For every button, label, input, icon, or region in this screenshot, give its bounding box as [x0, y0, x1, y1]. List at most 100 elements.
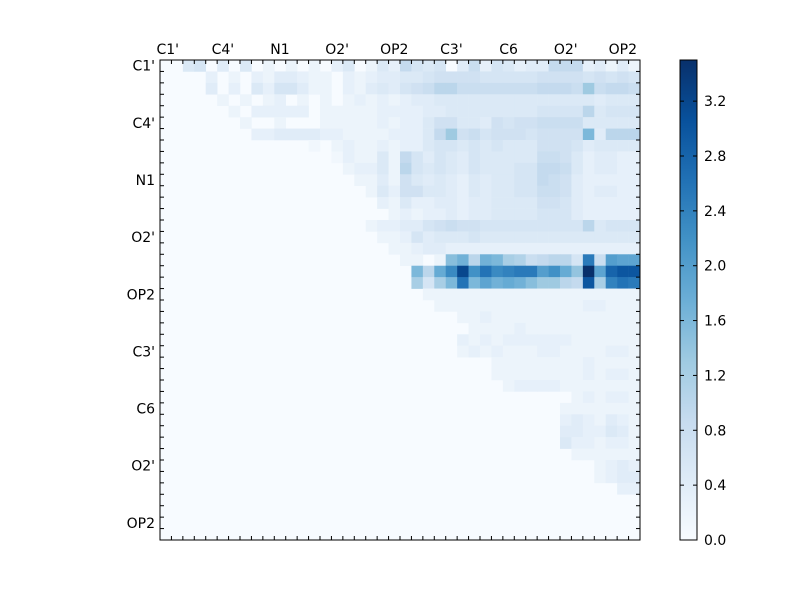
heatmap-cell	[594, 380, 607, 392]
heatmap-cell	[525, 162, 538, 175]
heatmap-cell	[617, 482, 629, 495]
y-tick-label: C6	[136, 402, 155, 418]
heatmap-cell	[365, 162, 378, 175]
heatmap-cell	[434, 174, 447, 187]
heatmap-cell	[457, 254, 469, 267]
heatmap-cell	[514, 128, 527, 141]
heatmap-cell	[594, 162, 607, 175]
heatmap-cell	[468, 82, 481, 95]
heatmap-cell	[422, 94, 435, 107]
heatmap-cell	[491, 197, 504, 209]
heatmap-cell	[502, 151, 515, 164]
heatmap-cell	[434, 117, 447, 129]
heatmap-cell	[605, 208, 618, 221]
heatmap-cell	[445, 128, 458, 141]
heatmap-cell	[594, 334, 607, 347]
heatmap-cell	[491, 94, 504, 107]
heatmap-cell	[491, 162, 504, 175]
heatmap-cell	[480, 265, 492, 278]
heatmap-cell	[594, 71, 607, 84]
heatmap-cell	[594, 288, 607, 301]
heatmap-cell	[354, 105, 367, 118]
heatmap-cell	[571, 345, 584, 358]
heatmap-cell	[594, 220, 607, 232]
heatmap-cell	[491, 220, 504, 232]
heatmap-cell	[468, 151, 481, 164]
heatmap-cell	[400, 60, 412, 72]
heatmap-cell	[560, 105, 572, 118]
heatmap-cell	[571, 425, 584, 438]
heatmap-cell	[594, 425, 607, 438]
heatmap-cell	[457, 71, 469, 84]
heatmap-cell	[537, 254, 549, 267]
heatmap-cell	[571, 322, 584, 335]
heatmap-cells	[182, 60, 641, 495]
heatmap-cell	[285, 128, 298, 141]
heatmap-cell	[502, 174, 515, 187]
heatmap-cell	[480, 231, 492, 244]
heatmap-cell	[422, 151, 435, 164]
heatmap-cell	[548, 300, 561, 312]
heatmap-cell	[468, 242, 481, 255]
heatmap-cell	[480, 60, 492, 72]
heatmap-cell	[514, 311, 527, 324]
heatmap-cell	[582, 71, 595, 84]
heatmap-cell	[628, 311, 641, 324]
heatmap-cell	[605, 471, 618, 484]
heatmap-cell	[628, 357, 641, 369]
heatmap-cell	[502, 94, 515, 107]
heatmap-cell	[274, 71, 287, 84]
heatmap-cell	[468, 185, 481, 198]
heatmap-cell	[514, 174, 527, 187]
heatmap-cell	[537, 220, 549, 232]
heatmap-cell	[411, 265, 424, 278]
heatmap-cell	[560, 82, 572, 95]
heatmap-cell	[594, 471, 607, 484]
heatmap-cell	[468, 311, 481, 324]
heatmap-cell	[400, 220, 412, 232]
heatmap-cell	[240, 117, 252, 129]
colorbar-tick-label: 2.4	[704, 204, 726, 220]
heatmap-cell	[617, 311, 629, 324]
heatmap-cell	[537, 311, 549, 324]
heatmap-cell	[525, 277, 538, 289]
heatmap-cell	[525, 311, 538, 324]
heatmap-cell	[537, 94, 549, 107]
heatmap-cell	[491, 300, 504, 312]
heatmap-cell	[548, 311, 561, 324]
heatmap-cell	[480, 334, 492, 347]
heatmap-cell	[628, 185, 641, 198]
heatmap-cell	[548, 322, 561, 335]
heatmap-cell	[422, 288, 435, 301]
heatmap-cell	[594, 185, 607, 198]
heatmap-cell	[400, 174, 412, 187]
heatmap-cell	[491, 277, 504, 289]
heatmap-cell	[491, 71, 504, 84]
heatmap-cell	[571, 162, 584, 175]
heatmap-cell	[548, 265, 561, 278]
heatmap-cell	[457, 60, 469, 72]
heatmap-cell	[514, 265, 527, 278]
heatmap-cell	[468, 60, 481, 72]
heatmap-cell	[388, 94, 401, 107]
heatmap-cell	[537, 185, 549, 198]
heatmap-cell	[354, 117, 367, 129]
heatmap-cell	[502, 82, 515, 95]
heatmap-cell	[422, 174, 435, 187]
heatmap-cell	[445, 94, 458, 107]
heatmap-cell	[457, 311, 469, 324]
heatmap-cell	[617, 151, 629, 164]
heatmap-cell	[525, 140, 538, 152]
heatmap-cell	[502, 380, 515, 392]
heatmap-cell	[514, 197, 527, 209]
heatmap-cell	[537, 334, 549, 347]
heatmap-cell	[457, 151, 469, 164]
heatmap-cell	[594, 140, 607, 152]
heatmap-cell	[537, 197, 549, 209]
colorbar-tick-label: 0.8	[704, 423, 726, 439]
heatmap-cell	[548, 242, 561, 255]
heatmap-cell	[571, 300, 584, 312]
heatmap-cell	[537, 231, 549, 244]
heatmap-cell	[605, 391, 618, 404]
heatmap-cell	[377, 197, 389, 209]
